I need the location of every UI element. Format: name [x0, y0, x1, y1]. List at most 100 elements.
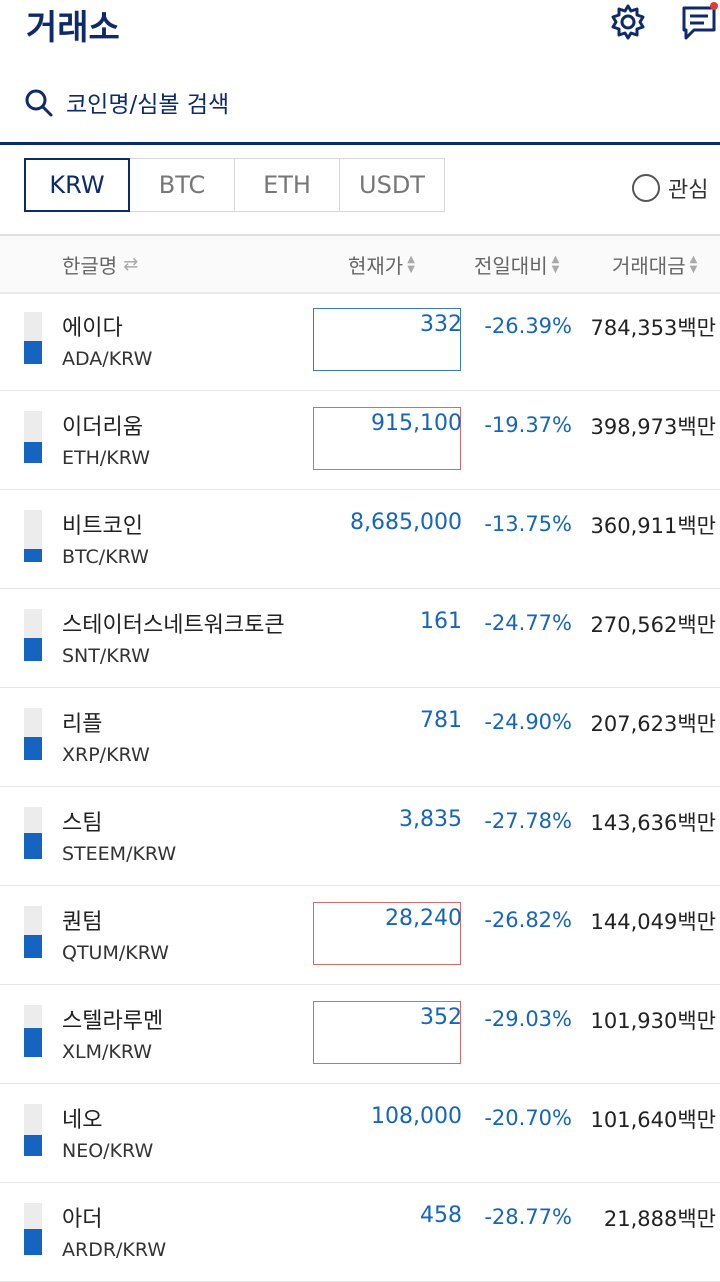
- candle-fill: [24, 1135, 42, 1156]
- coin-change: -26.39%: [484, 314, 572, 338]
- coin-pair: STEEM/KRW: [62, 843, 177, 865]
- candle-fill: [24, 934, 42, 958]
- coin-price: 161: [420, 609, 462, 634]
- coin-row[interactable]: 에이다 ADA/KRW 332 -26.39% 784,353백만: [0, 292, 720, 391]
- coin-name: 네오: [62, 1108, 103, 1133]
- coin-row[interactable]: 리플 XRP/KRW 781 -24.90% 207,623백만: [0, 688, 720, 787]
- favorites-toggle[interactable]: 관심: [632, 172, 708, 204]
- search-input[interactable]: [64, 84, 668, 126]
- coin-pair: ETH/KRW: [62, 447, 150, 469]
- coin-pair: XLM/KRW: [62, 1041, 153, 1063]
- sort-arrows-icon: ▲ ▼: [407, 253, 415, 275]
- sort-arrows-icon: ▲ ▼: [689, 253, 698, 275]
- coin-list: 에이다 ADA/KRW 332 -26.39% 784,353백만 이더리움 E…: [0, 292, 720, 1282]
- page-title: 거래소: [26, 8, 120, 48]
- coin-name: 스테이터스네트워크토큰: [62, 613, 285, 638]
- candle-fill: [24, 340, 42, 364]
- coin-row[interactable]: 네오 NEO/KRW 108,000 -20.70% 101,640백만: [0, 1084, 720, 1183]
- coin-price: 352: [420, 1005, 462, 1030]
- coin-row[interactable]: 스텔라루멘 XLM/KRW 352 -29.03% 101,930백만: [0, 985, 720, 1084]
- coin-change: -13.75%: [484, 512, 572, 536]
- price-highlight: [313, 407, 461, 470]
- candle-indicator: [24, 807, 42, 859]
- coin-change: -19.37%: [484, 413, 572, 437]
- coin-change: -28.77%: [484, 1205, 572, 1229]
- coin-volume: 270,562백만: [590, 613, 716, 637]
- coin-row[interactable]: 이더리움 ETH/KRW 915,100 -19.37% 398,973백만: [0, 391, 720, 490]
- tab-eth[interactable]: ETH: [234, 158, 340, 212]
- candle-fill: [24, 736, 42, 760]
- coin-name: 아더: [62, 1207, 103, 1232]
- column-header-name: 한글명: [62, 254, 118, 278]
- coin-name: 퀀텀: [62, 910, 103, 935]
- candle-indicator: [24, 1005, 42, 1057]
- sort-change[interactable]: 전일대비 ▲ ▼: [474, 250, 559, 279]
- candle-indicator: [24, 312, 42, 364]
- sort-name[interactable]: 한글명 ⇄: [62, 250, 138, 279]
- candle-fill: [24, 637, 42, 661]
- swap-icon: ⇄: [123, 254, 139, 275]
- coin-change: -24.90%: [484, 710, 572, 734]
- candle-indicator: [24, 411, 42, 463]
- candle-fill: [24, 1229, 42, 1255]
- column-header-change: 전일대비: [474, 254, 548, 278]
- chat-icon[interactable]: [680, 2, 720, 42]
- column-header-price: 현재가: [348, 254, 404, 278]
- coin-price: 332: [420, 312, 462, 337]
- favorites-label: 관심: [668, 178, 709, 203]
- coin-name: 스텔라루멘: [62, 1009, 164, 1034]
- coin-pair: QTUM/KRW: [62, 942, 169, 964]
- coin-price: 915,100: [371, 411, 462, 436]
- coin-name: 이더리움: [62, 415, 143, 440]
- coin-price: 108,000: [371, 1104, 462, 1129]
- sort-price[interactable]: 현재가 ▲ ▼: [348, 250, 415, 279]
- coin-name: 에이다: [62, 316, 123, 341]
- search-icon[interactable]: [24, 88, 54, 118]
- coin-row[interactable]: 비트코인 BTC/KRW 8,685,000 -13.75% 360,911백만: [0, 490, 720, 589]
- candle-indicator: [24, 510, 42, 562]
- coin-price: 458: [420, 1203, 462, 1228]
- column-header-volume: 거래대금: [612, 254, 686, 278]
- coin-volume: 398,973백만: [590, 415, 716, 439]
- sort-volume[interactable]: 거래대금 ▲ ▼: [612, 250, 697, 279]
- price-highlight: [313, 902, 461, 965]
- coin-name: 리플: [62, 712, 103, 737]
- tab-krw[interactable]: KRW: [24, 158, 130, 212]
- candle-indicator: [24, 708, 42, 760]
- settings-gear-icon[interactable]: [608, 2, 648, 42]
- coin-volume: 144,049백만: [590, 910, 716, 934]
- coin-change: -29.03%: [484, 1007, 572, 1031]
- coin-price: 3,835: [399, 807, 462, 832]
- coin-volume: 207,623백만: [590, 712, 716, 736]
- coin-price: 8,685,000: [350, 510, 462, 535]
- tab-btc[interactable]: BTC: [129, 158, 235, 212]
- coin-change: -26.82%: [484, 908, 572, 932]
- coin-change: -27.78%: [484, 809, 572, 833]
- coin-row[interactable]: 스팀 STEEM/KRW 3,835 -27.78% 143,636백만: [0, 787, 720, 886]
- coin-name: 스팀: [62, 811, 103, 836]
- coin-volume: 360,911백만: [590, 514, 716, 538]
- coin-pair: XRP/KRW: [62, 744, 150, 766]
- coin-pair: BTC/KRW: [62, 546, 149, 568]
- coin-volume: 143,636백만: [590, 811, 716, 835]
- coin-price: 781: [420, 708, 462, 733]
- notification-dot: [710, 2, 718, 10]
- price-highlight: [313, 308, 461, 371]
- coin-volume: 101,930백만: [590, 1009, 716, 1033]
- sort-arrows-icon: ▲ ▼: [551, 253, 560, 275]
- favorites-radio[interactable]: [632, 174, 660, 202]
- candle-indicator: [24, 609, 42, 661]
- coin-pair: NEO/KRW: [62, 1140, 154, 1162]
- coin-volume: 784,353백만: [590, 316, 716, 340]
- candle-indicator: [24, 906, 42, 958]
- candle-fill: [24, 549, 42, 562]
- market-tabs: KRW BTC ETH USDT: [24, 158, 445, 214]
- tab-usdt[interactable]: USDT: [339, 158, 445, 212]
- coin-row[interactable]: 스테이터스네트워크토큰 SNT/KRW 161 -24.77% 270,562백…: [0, 589, 720, 688]
- search-bar: [0, 78, 720, 145]
- coin-row[interactable]: 아더 ARDR/KRW 458 -28.77% 21,888백만: [0, 1183, 720, 1282]
- candle-fill: [24, 833, 42, 859]
- coin-row[interactable]: 퀀텀 QTUM/KRW 28,240 -26.82% 144,049백만: [0, 886, 720, 985]
- coin-name: 비트코인: [62, 514, 143, 539]
- coin-price: 28,240: [385, 906, 462, 931]
